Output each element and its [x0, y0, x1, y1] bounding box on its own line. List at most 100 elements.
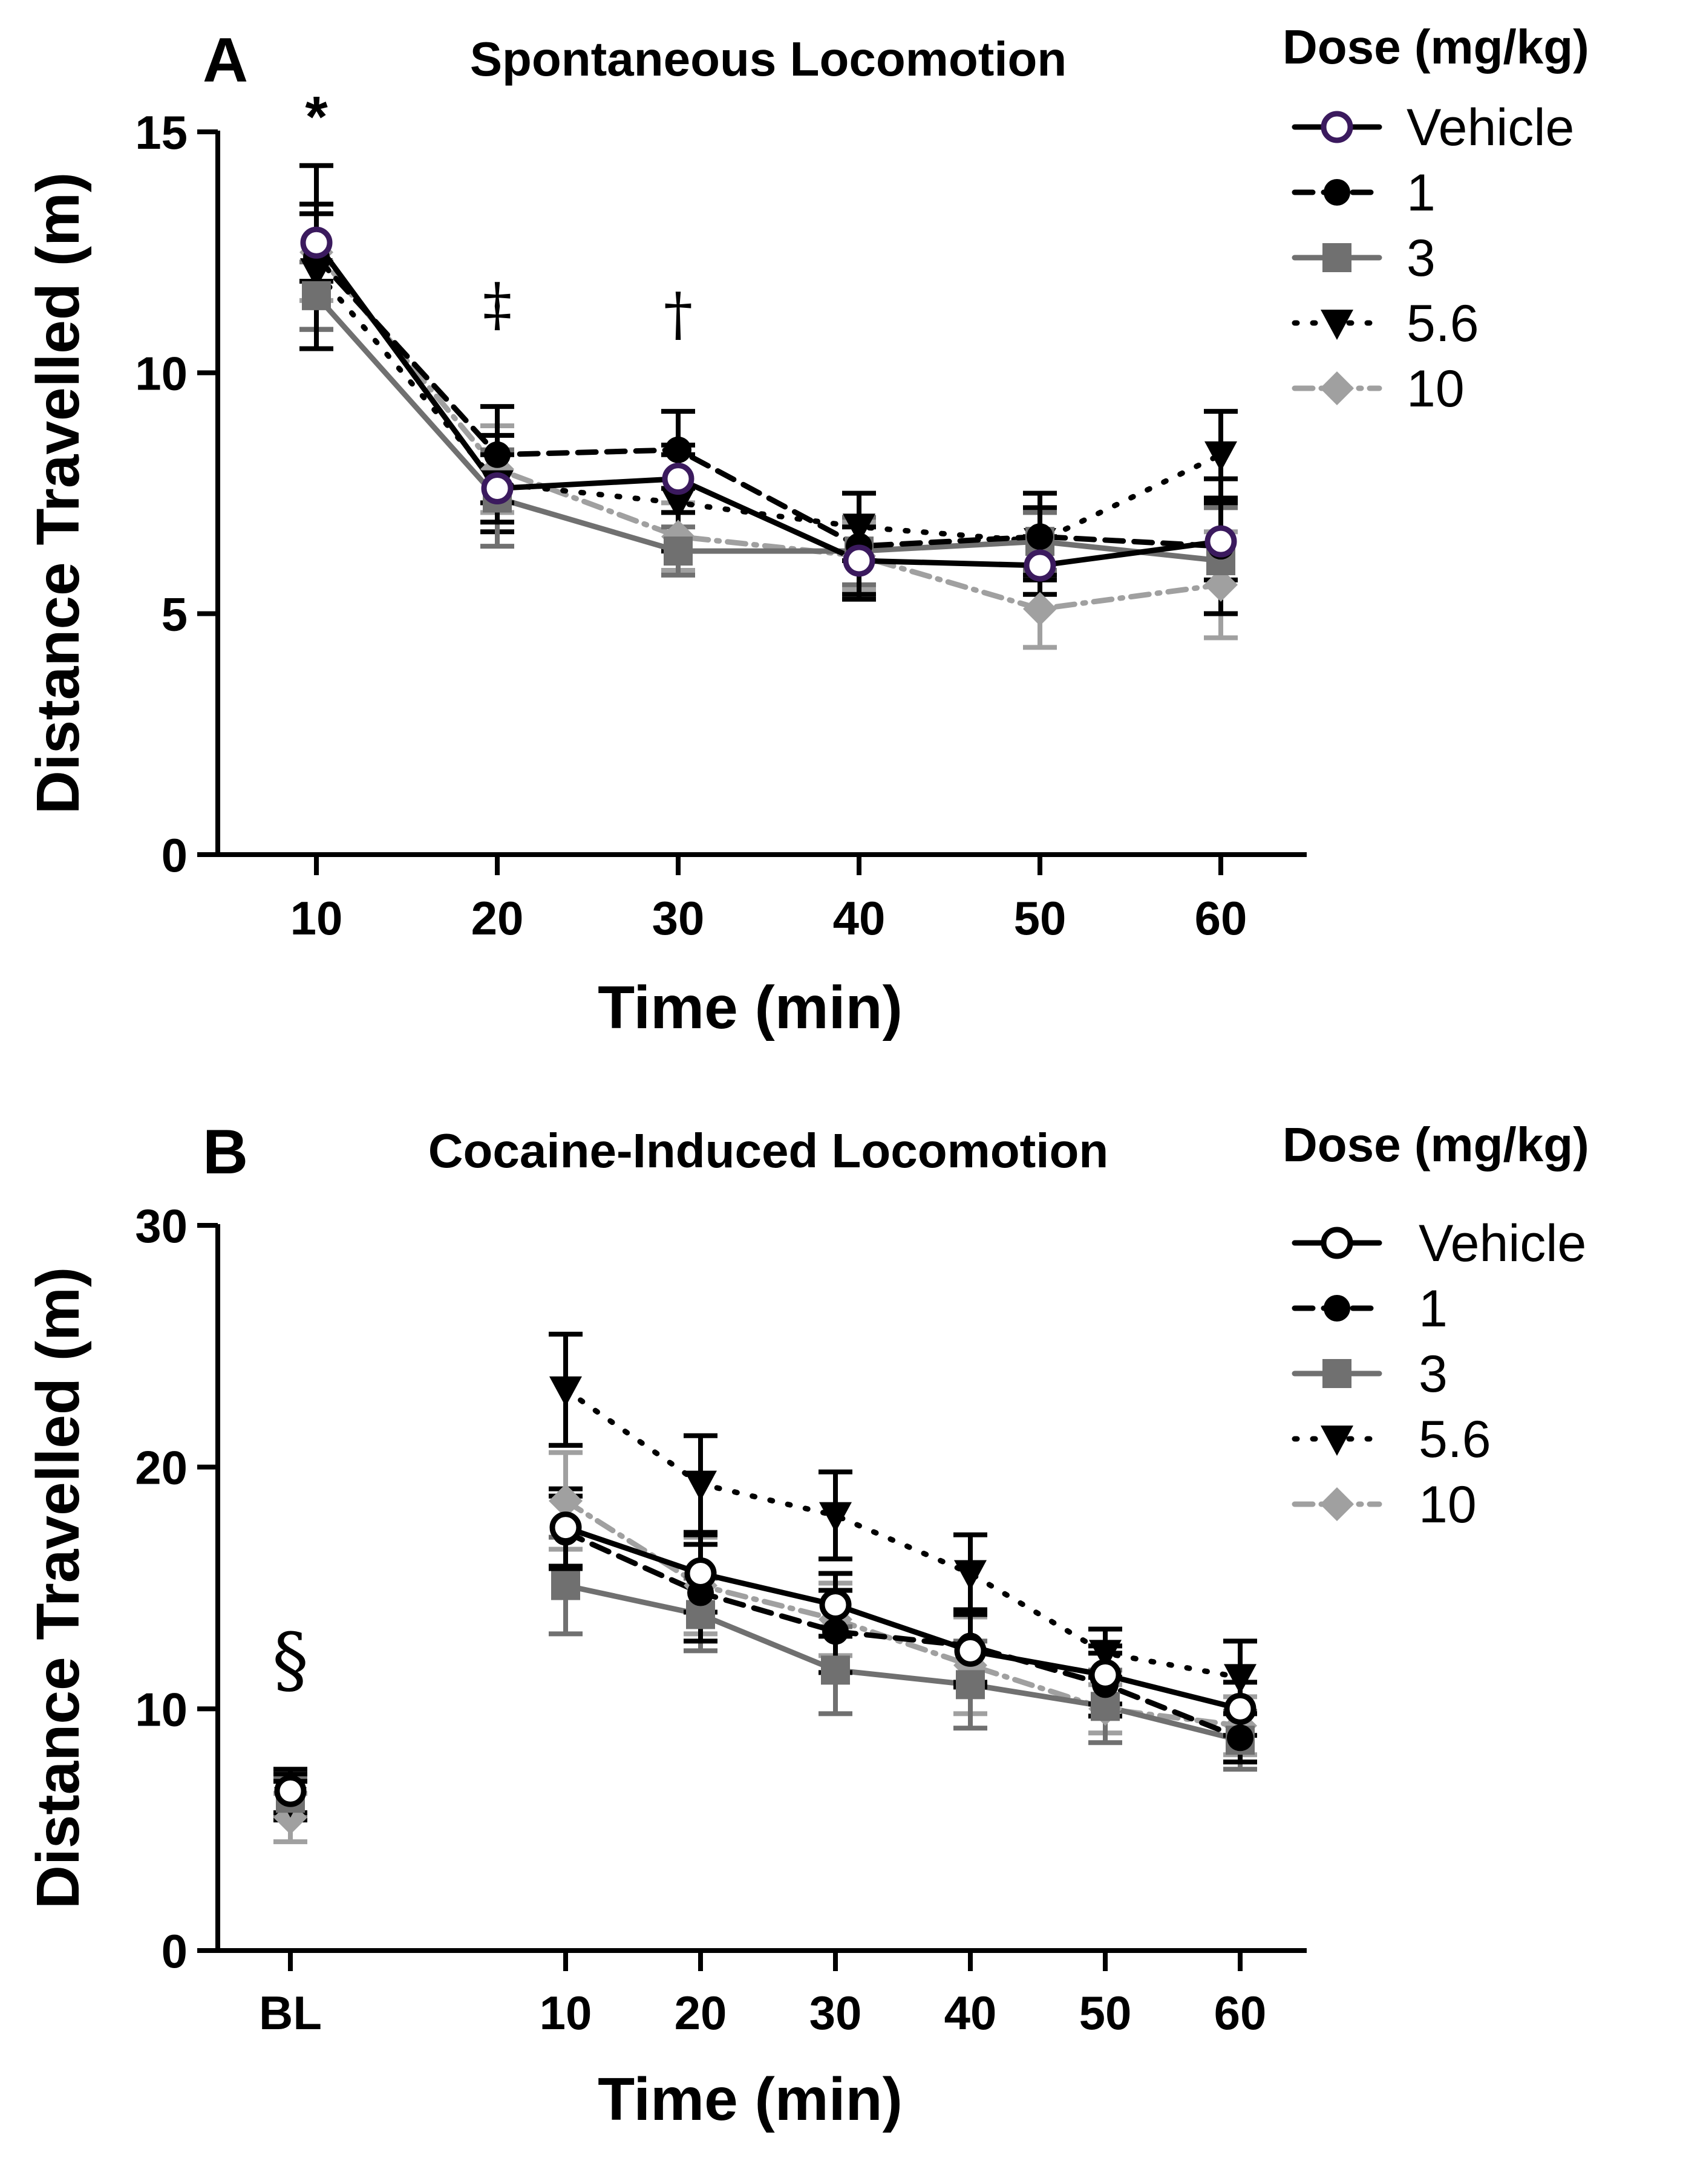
data-point [665, 436, 691, 463]
legend-marker [1322, 1359, 1351, 1388]
data-point [1089, 1658, 1122, 1691]
series-vehicle-markers [300, 226, 1237, 582]
series-line [313, 254, 1224, 549]
panel-letter: A [203, 25, 248, 96]
legend-marker [1321, 1227, 1353, 1259]
series-10-group [299, 201, 1238, 650]
x-tick-label: BL [259, 1986, 322, 2039]
x-tick-label: 50 [1079, 1986, 1132, 2039]
data-point [954, 1560, 987, 1591]
legend-label: 3 [1407, 229, 1436, 287]
legend-label: 10 [1407, 360, 1465, 418]
data-point [551, 1571, 580, 1600]
y-tick-label: 20 [135, 1441, 188, 1495]
x-axis-label: Time (min) [598, 974, 903, 1041]
x-tick-label: 20 [675, 1986, 727, 2039]
series-3-markers [302, 281, 1235, 576]
data-point [1224, 1664, 1257, 1695]
data-point [956, 1670, 985, 1700]
legend-label: 10 [1419, 1476, 1477, 1534]
legend-marker [1321, 310, 1353, 340]
y-axis-label: Distance Travelled (m) [24, 1267, 92, 1909]
x-tick-label: 60 [1214, 1986, 1267, 2039]
significance-annotation: ‡ [483, 271, 512, 339]
legend-marker [1320, 1487, 1354, 1521]
data-point [843, 513, 875, 544]
legend: Dose (mg/kg) Vehicle 1 3 5.6 10 [1283, 1118, 1589, 1534]
x-tick-label: 10 [290, 892, 343, 945]
chart-title: Cocaine-Induced Locomotion [428, 1124, 1108, 1178]
data-point [1204, 525, 1237, 558]
data-point [684, 1557, 717, 1590]
data-point [549, 1376, 582, 1407]
legend-label: Vehicle [1419, 1214, 1586, 1273]
legend-marker [1321, 1426, 1353, 1456]
x-tick-label: 50 [1014, 892, 1067, 945]
x-tick-label: 60 [1195, 892, 1247, 945]
series-line [563, 1583, 1243, 1743]
series-line [563, 1387, 1243, 1680]
x-tick-label: 40 [944, 1986, 997, 2039]
series-line [313, 293, 1224, 564]
x-tick-label: 30 [652, 892, 705, 945]
series-vehicle-markers [549, 1511, 1257, 1725]
data-point [821, 1655, 850, 1685]
legend-label: 5.6 [1407, 295, 1479, 353]
series-line [563, 1498, 1243, 1729]
chart-title: Spontaneous Locomotion [470, 32, 1067, 86]
legend-label: 1 [1407, 164, 1436, 222]
series-line [313, 269, 1224, 544]
data-point [484, 441, 511, 468]
y-tick-label: 5 [162, 588, 188, 641]
data-point [843, 544, 875, 577]
y-tick-label: 10 [135, 347, 188, 400]
data-point [684, 1470, 717, 1501]
data-point [302, 281, 331, 310]
series-vehicle-group [549, 1486, 1257, 1738]
legend-title: Dose (mg/kg) [1283, 1118, 1589, 1172]
data-point [1204, 567, 1238, 602]
data-point [1089, 1640, 1122, 1671]
baseline-group [273, 1767, 307, 1845]
data-point [481, 472, 514, 505]
series-line [563, 1525, 1243, 1712]
legend-marker [1322, 243, 1351, 272]
data-point [1224, 1692, 1257, 1725]
series-line [313, 240, 1224, 569]
data-point [1227, 1724, 1253, 1752]
legend-label: 1 [1419, 1280, 1448, 1338]
significance-annotation: * [305, 85, 328, 149]
legend-marker [1321, 111, 1353, 143]
data-point [549, 1511, 582, 1544]
series-line [563, 1530, 1243, 1741]
legend: Dose (mg/kg) Vehicle 1 3 5.6 10 [1283, 20, 1589, 418]
x-tick-label: 40 [833, 892, 886, 945]
data-point [954, 1634, 987, 1667]
significance-annotation: § [272, 1618, 309, 1702]
y-tick-label: 0 [162, 1925, 188, 1978]
data-point [822, 1618, 849, 1645]
panel-a: A Spontaneous Locomotion 0 5 10 15 10 20 30 40 50 6… [24, 20, 1589, 1041]
data-point [819, 1588, 852, 1621]
data-point [1204, 441, 1237, 472]
legend-label: 5.6 [1419, 1410, 1491, 1468]
legend-label: 3 [1419, 1345, 1448, 1403]
series-5-6-markers [549, 1376, 1257, 1695]
baseline-point [274, 1775, 307, 1807]
y-axis-label: Distance Travelled (m) [24, 172, 92, 815]
data-point [662, 489, 694, 520]
data-point [300, 226, 333, 259]
legend-marker [1324, 1295, 1350, 1322]
significance-annotation: † [664, 281, 693, 348]
y-tick-label: 10 [135, 1683, 188, 1736]
data-point [1024, 549, 1056, 582]
data-point [1023, 592, 1057, 626]
y-tick-label: 0 [162, 829, 188, 882]
panel-b: B Cocaine-Induced Locomotion 0 10 20 30 BL 10 20… [24, 1117, 1589, 2133]
x-tick-label: 10 [540, 1986, 592, 2039]
data-point [662, 463, 694, 495]
series-3-group [299, 259, 1238, 616]
x-axis-label: Time (min) [598, 2065, 903, 2133]
series-line [313, 249, 1224, 612]
x-tick-label: 20 [471, 892, 524, 945]
